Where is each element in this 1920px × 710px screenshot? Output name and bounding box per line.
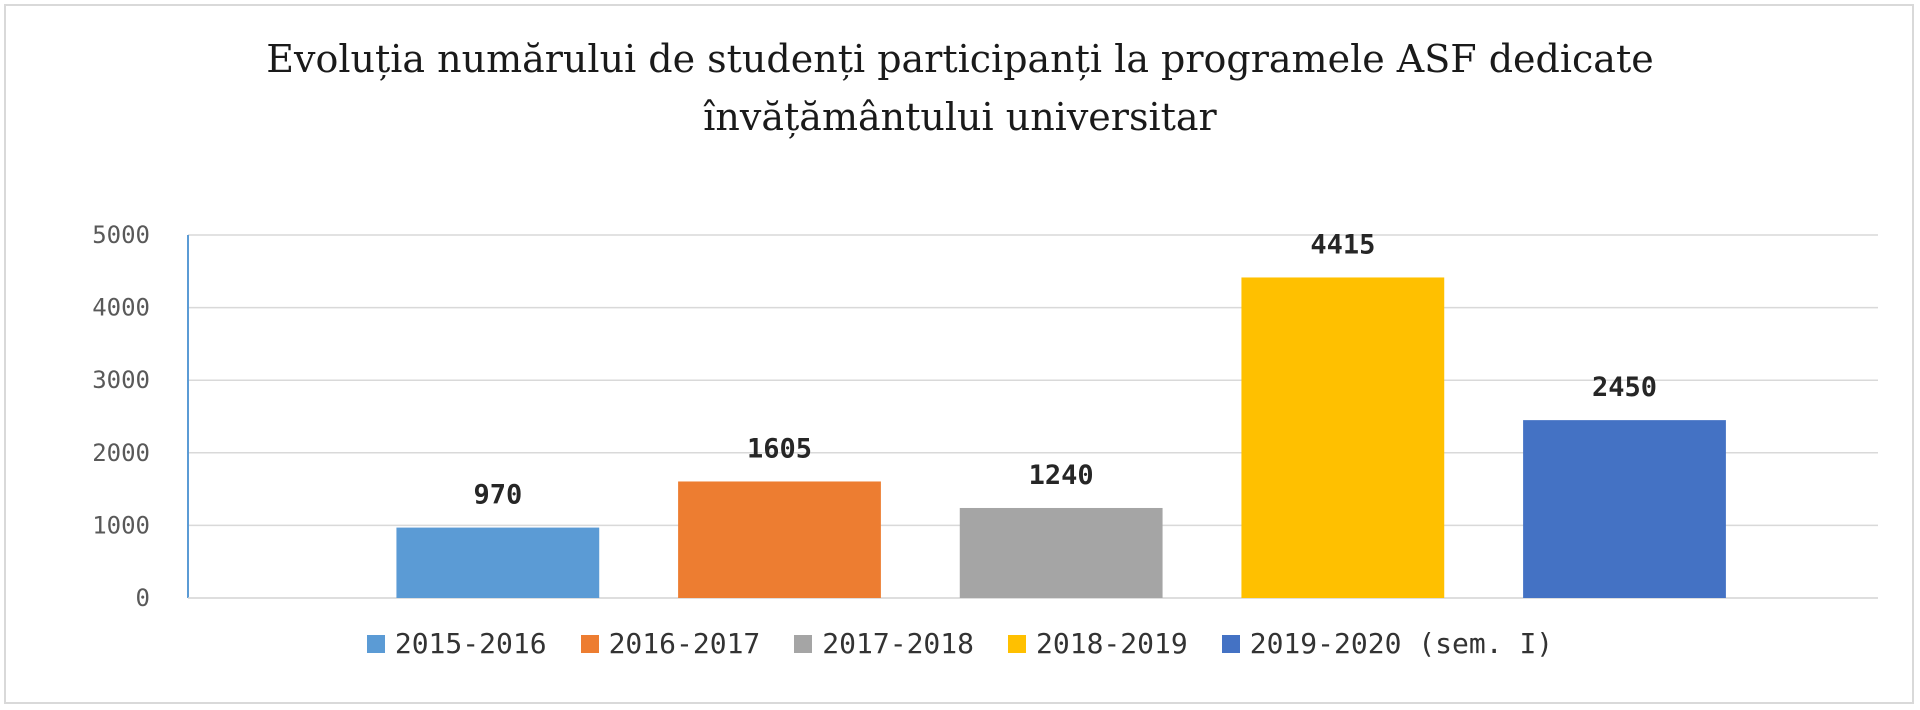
chart-title-line-2: învățământului universitar — [703, 95, 1217, 139]
legend-label: 2017-2018 — [822, 627, 974, 660]
data-labels: 970 1605 1240 4415 2450 — [473, 229, 1657, 510]
data-label: 1605 — [747, 433, 812, 464]
legend: 2015-2016 2016-2017 2017-2018 2018-2019 2019… — [0, 627, 1920, 660]
y-tick-label: 4000 — [92, 294, 150, 322]
y-tick-label: 3000 — [92, 366, 150, 394]
bar-2017-2018 — [959, 507, 1163, 598]
bar-2018-2019 — [1241, 277, 1445, 598]
legend-label: 2016-2017 — [608, 627, 761, 660]
legend-label: 2015-2016 — [394, 627, 547, 660]
data-label: 1240 — [1029, 460, 1094, 491]
legend-swatch — [1221, 634, 1240, 653]
bar-2016-2017 — [678, 481, 881, 598]
data-label: 4415 — [1310, 229, 1375, 260]
legend-swatch — [580, 634, 599, 653]
y-tick-label: 2000 — [92, 439, 150, 467]
legend-item: 2019-2020 (sem. I) — [1221, 627, 1554, 660]
legend-swatch — [1008, 634, 1026, 653]
y-tick-label: 0 — [136, 584, 150, 612]
legend-label: 2019-2020 (sem. I) — [1249, 627, 1554, 660]
y-tick-label: 1000 — [92, 511, 150, 539]
legend-item: 2017-2018 — [794, 627, 974, 660]
bar-2019-2020-sem-i- — [1523, 420, 1726, 598]
data-label: 970 — [473, 480, 522, 511]
legend-item: 2016-2017 — [580, 627, 761, 660]
bar-2015-2016 — [396, 527, 600, 598]
legend-swatch — [794, 634, 813, 653]
chart-title: Evoluția numărului de studenți participa… — [0, 30, 1920, 146]
legend-swatch — [366, 634, 385, 653]
legend-item: 2015-2016 — [366, 627, 547, 660]
legend-label: 2018-2019 — [1036, 627, 1188, 660]
legend-item: 2018-2019 — [1008, 627, 1188, 660]
chart-title-line-1: Evoluția numărului de studenți participa… — [266, 37, 1654, 81]
bars — [396, 277, 1726, 598]
y-tick-label: 5000 — [92, 221, 150, 249]
data-label: 2450 — [1592, 372, 1657, 403]
